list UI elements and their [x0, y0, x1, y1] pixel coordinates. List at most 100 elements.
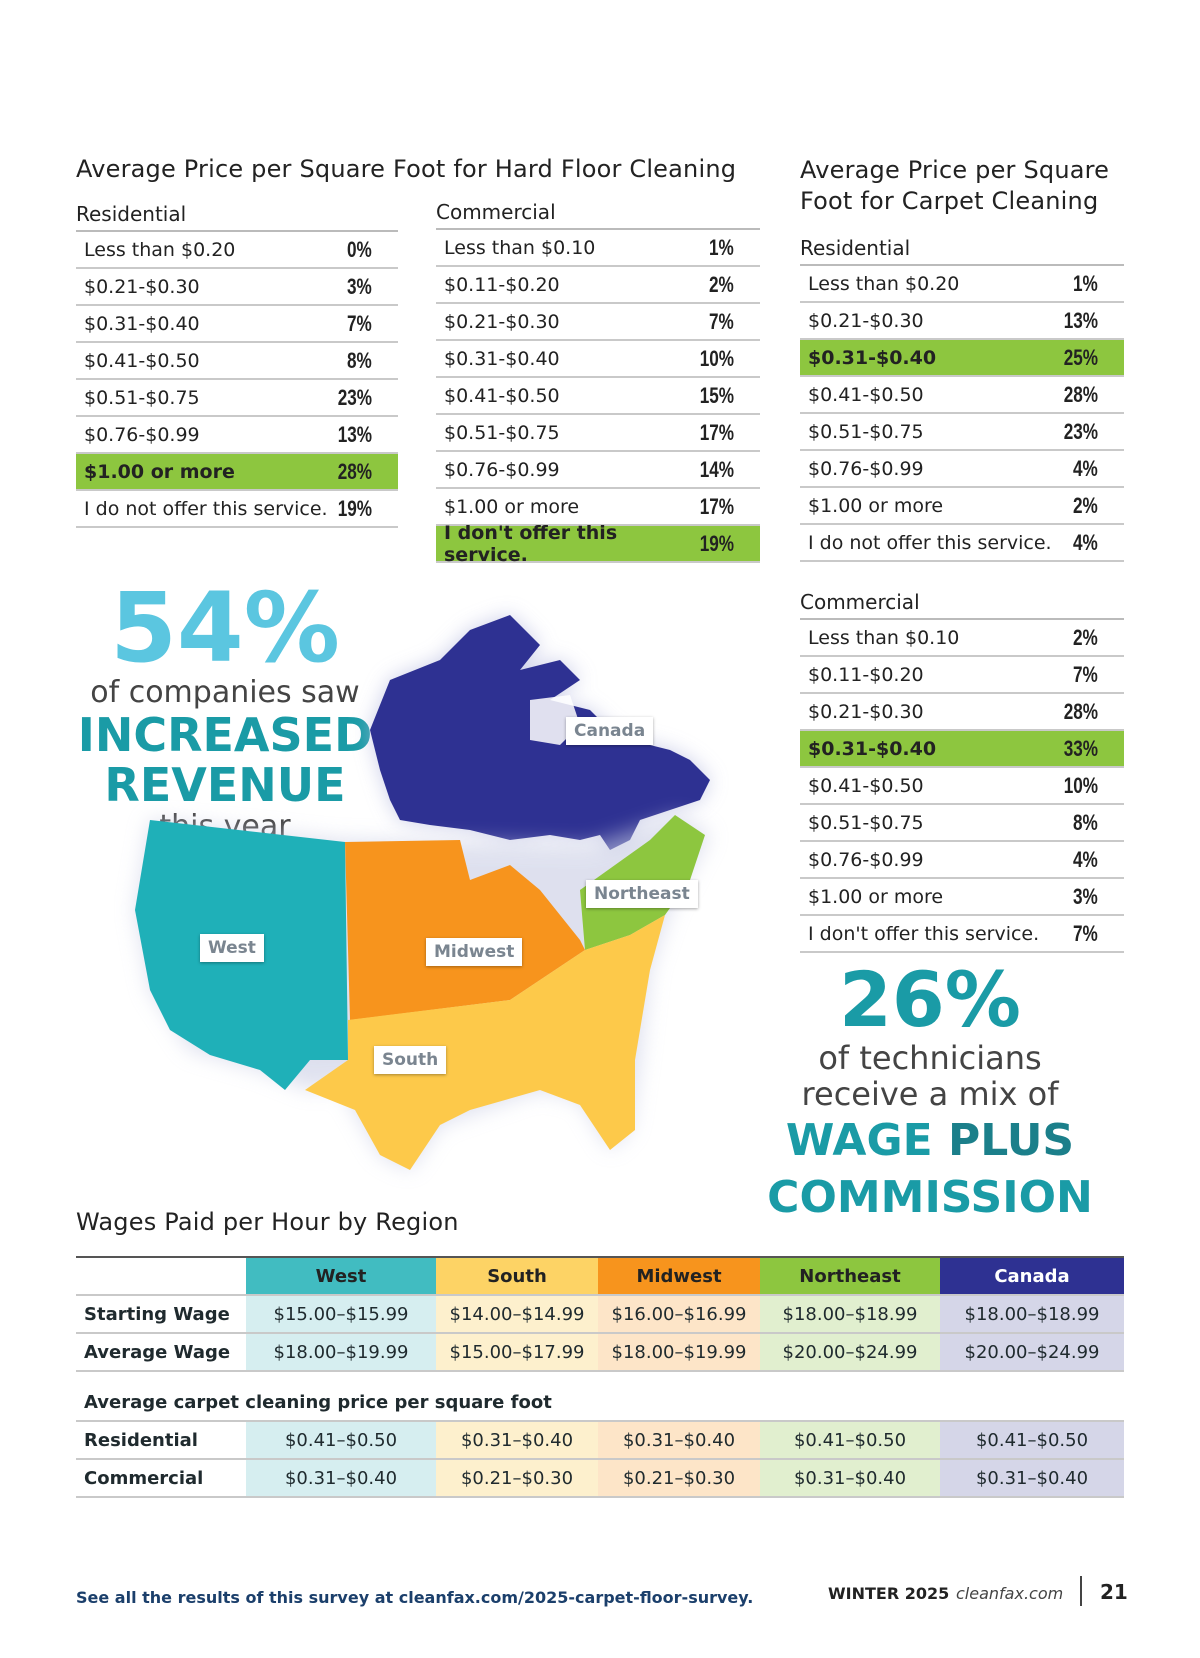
price-range-label: I do not offer this service.	[84, 497, 328, 520]
price-percent-value: 2%	[1073, 624, 1098, 650]
price-row: $1.00 or more 2%	[800, 488, 1124, 525]
revenue-line1: of companies saw	[90, 675, 360, 710]
table-spacer	[76, 1371, 1124, 1384]
price-row: I do not offer this service. 19%	[76, 491, 398, 528]
table-row: Residential $0.41–$0.50 $0.31–$0.40 $0.31–$…	[76, 1421, 1124, 1460]
price-range-label: $0.21-$0.30	[808, 700, 924, 723]
region-header-northeast: Northeast	[760, 1257, 940, 1296]
price-percent-value: 23%	[337, 384, 372, 410]
carpet-commercial-table: Less than $0.10 2% $0.11-$0.20 7% $0.21-$0.3…	[800, 618, 1124, 953]
price-percent-value: 1%	[709, 234, 734, 260]
price-percent-value: 7%	[1073, 661, 1098, 687]
price-range-label: $1.00 or more	[808, 494, 944, 517]
wage-cell: $20.00–$24.99	[760, 1333, 940, 1372]
price-percent-value: 8%	[1073, 809, 1098, 835]
price-row: $0.76-$0.99 4%	[800, 451, 1124, 488]
wage-cell: $0.31–$0.40	[598, 1421, 760, 1460]
price-range-label: $0.11-$0.20	[444, 273, 560, 296]
price-percent-value: 23%	[1063, 418, 1098, 444]
wage-line4: COMMISSION	[767, 1172, 1093, 1223]
price-range-label: $0.41-$0.50	[808, 383, 924, 406]
price-percent-value: 1%	[1073, 270, 1098, 296]
price-row: I don't offer this service. 19%	[436, 522, 760, 566]
price-percent-value: 28%	[1063, 381, 1098, 407]
price-percent-value: 17%	[699, 493, 734, 519]
table-row: Average Wage $18.00–$19.99 $15.00–$17.99 $1…	[76, 1333, 1124, 1372]
price-range-label: I do not offer this service.	[808, 531, 1052, 554]
revenue-percent: 54%	[110, 572, 340, 684]
price-range-label: Less than $0.20	[84, 238, 236, 261]
wage-cell: $14.00–$14.99	[436, 1295, 598, 1334]
price-percent-value: 3%	[1073, 883, 1098, 909]
price-range-label: $0.31-$0.40	[84, 312, 200, 335]
map-label-west: West	[200, 934, 264, 962]
price-row: $0.21-$0.30 28%	[800, 694, 1124, 731]
price-range-label: $0.31-$0.40	[444, 347, 560, 370]
price-range-label: $0.31-$0.40	[808, 737, 937, 760]
price-row: $0.31-$0.40 33%	[800, 731, 1124, 768]
price-percent-value: 8%	[347, 347, 372, 373]
price-row: $1.00 or more 17%	[436, 489, 760, 526]
map-label-south: South	[374, 1046, 447, 1074]
wage-cell: $0.21–$0.30	[598, 1459, 760, 1498]
price-percent-value: 19%	[337, 495, 372, 521]
price-row: Less than $0.20 1%	[800, 266, 1124, 303]
wage-cell: $0.41–$0.50	[760, 1421, 940, 1460]
price-percent-value: 25%	[1063, 344, 1098, 370]
table-row: Commercial $0.31–$0.40 $0.21–$0.30 $0.21–$0…	[76, 1459, 1124, 1498]
price-row: I do not offer this service. 4%	[800, 525, 1124, 562]
carpet-residential-table: Less than $0.20 1% $0.21-$0.30 13% $0.31-$0.…	[800, 264, 1124, 562]
map-label-midwest: Midwest	[426, 938, 523, 966]
hard-floor-residential-label: Residential	[76, 202, 187, 226]
carpet-price-heading-row: Average carpet cleaning price per square…	[76, 1384, 1124, 1422]
price-range-label: Less than $0.20	[808, 272, 960, 295]
price-range-label: Less than $0.10	[808, 626, 960, 649]
price-range-label: I don't offer this service.	[444, 521, 618, 566]
carpet-title-line2: Foot for Carpet Cleaning	[800, 187, 1099, 215]
hard-floor-commercial-label: Commercial	[436, 200, 556, 224]
price-range-label: $0.31-$0.40	[808, 346, 937, 369]
price-row: $0.51-$0.75 8%	[800, 805, 1124, 842]
wages-title: Wages Paid per Hour by Region	[76, 1208, 459, 1236]
price-row: $0.31-$0.40 10%	[436, 341, 760, 378]
survey-link[interactable]: See all the results of this survey at cl…	[76, 1588, 754, 1607]
wage-cell: $18.00–$19.99	[246, 1333, 436, 1372]
carpet-residential-label: Residential	[800, 236, 911, 260]
price-row: $1.00 or more 28%	[76, 454, 398, 491]
wages-header-blank	[76, 1257, 246, 1296]
price-row: $0.21-$0.30 3%	[76, 269, 398, 306]
wage-cell: $20.00–$24.99	[940, 1333, 1124, 1372]
price-range-label: $0.41-$0.50	[808, 774, 924, 797]
price-row: $0.51-$0.75 23%	[76, 380, 398, 417]
wage-cell: $0.21–$0.30	[436, 1459, 598, 1498]
price-range-label: $1.00 or more	[84, 460, 235, 483]
wages-table: West South Midwest Northeast Canada Starting…	[76, 1256, 1124, 1498]
midwest-region	[345, 840, 585, 1020]
page-number: 21	[1100, 1580, 1128, 1604]
revenue-line3: REVENUE	[104, 758, 346, 812]
price-range-label: $0.41-$0.50	[84, 349, 200, 372]
region-header-canada: Canada	[940, 1257, 1124, 1296]
price-row: $0.31-$0.40 25%	[800, 340, 1124, 377]
hard-floor-title: Average Price per Square Foot for Hard F…	[76, 155, 737, 183]
price-range-label: I don't offer this service.	[808, 922, 1040, 945]
price-percent-value: 13%	[1063, 307, 1098, 333]
wage-line1: of technicians	[818, 1039, 1042, 1077]
wage-cell: $15.00–$17.99	[436, 1333, 598, 1372]
price-row: $0.11-$0.20 7%	[800, 657, 1124, 694]
price-range-label: $0.76-$0.99	[84, 423, 200, 446]
price-percent-value: 17%	[699, 419, 734, 445]
revenue-line2: INCREASED	[77, 708, 373, 762]
region-header-west: West	[246, 1257, 436, 1296]
price-percent-value: 4%	[1073, 529, 1098, 555]
price-row: $0.76-$0.99 14%	[436, 452, 760, 489]
wage-cell: $0.41–$0.50	[940, 1421, 1124, 1460]
price-percent-value: 13%	[337, 421, 372, 447]
price-range-label: $1.00 or more	[444, 495, 580, 518]
price-row: $0.21-$0.30 13%	[800, 303, 1124, 340]
price-range-label: $1.00 or more	[808, 885, 944, 908]
issue-label: WINTER 2025	[828, 1584, 950, 1603]
price-percent-value: 7%	[709, 308, 734, 334]
price-percent-value: 28%	[1063, 698, 1098, 724]
region-header-south: South	[436, 1257, 598, 1296]
